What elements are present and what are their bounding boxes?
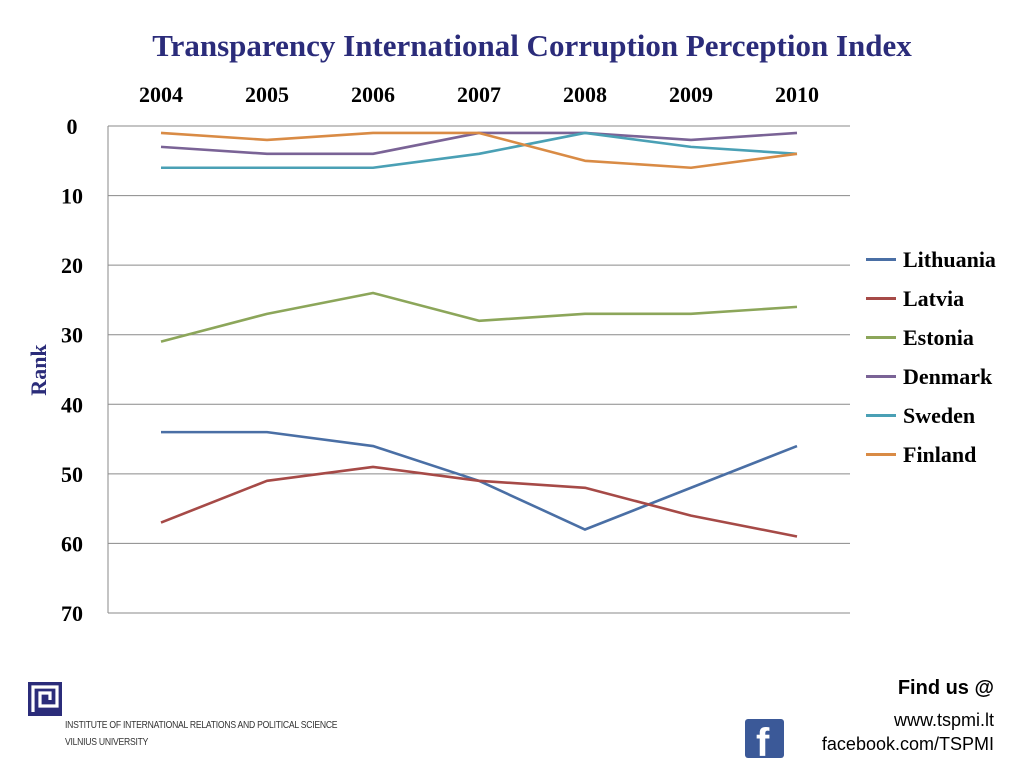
x-tick-label: 2006	[351, 82, 395, 107]
legend-item: Finland	[866, 435, 996, 474]
series-line-denmark	[160, 131, 798, 156]
series-lines	[160, 131, 798, 538]
legend-label: Sweden	[903, 402, 976, 428]
y-tick-label: 20	[61, 253, 83, 278]
legend-item: Lithuania	[866, 240, 996, 279]
tick-labels: 0 10 20 30 40 50 60 70 2004 2005 2006 2007 2008 2009 2…	[26, 82, 819, 626]
x-tick-label: 2010	[775, 82, 819, 107]
facebook-link[interactable]: facebook.com/TSPMI	[821, 734, 994, 754]
university-logo-icon	[28, 682, 62, 721]
legend-swatch	[866, 297, 896, 300]
legend-label: Lithuania	[903, 246, 996, 272]
y-tick-label: 0	[67, 114, 78, 139]
x-tick-label: 2004	[139, 82, 183, 107]
legend-swatch	[866, 336, 896, 339]
legend-swatch	[866, 258, 896, 261]
legend-item: Latvia	[866, 279, 996, 318]
institute-name: INSTITUTE OF INTERNATIONAL RELATIONS AND…	[65, 719, 338, 731]
legend-label: Finland	[903, 441, 977, 467]
legend-label: Estonia	[903, 324, 974, 350]
gridlines	[108, 195, 850, 614]
series-line-sweden	[161, 131, 798, 170]
x-tick-label: 2009	[669, 82, 713, 107]
y-tick-label: 60	[61, 531, 83, 556]
legend-label: Latvia	[903, 285, 965, 311]
legend-swatch	[866, 414, 896, 417]
legend-label: Denmark	[903, 363, 993, 389]
legend: Lithuania Latvia Estonia Denmark Sweden Finla…	[866, 240, 996, 474]
university-name: VILNIUS UNIVERSITY	[65, 736, 149, 748]
series-line-latvia	[160, 465, 798, 538]
y-tick-label: 40	[61, 392, 83, 417]
legend-swatch	[866, 453, 896, 456]
legend-item: Denmark	[866, 357, 996, 396]
y-tick-label: 70	[61, 601, 83, 626]
y-tick-label: 50	[61, 462, 83, 487]
axes	[107, 125, 850, 614]
series-line-finland	[160, 131, 798, 170]
x-tick-label: 2008	[563, 82, 607, 107]
x-tick-label: 2005	[245, 82, 289, 107]
facebook-icon[interactable]: f	[745, 719, 784, 765]
website-link[interactable]: www.tspmi.lt	[893, 710, 994, 730]
chart-title: Transparency International Corruption Pe…	[152, 28, 912, 63]
y-axis-label: Rank	[26, 344, 51, 396]
y-tick-label: 10	[61, 184, 83, 209]
y-tick-label: 30	[61, 323, 83, 348]
find-us-label: Find us @	[897, 677, 994, 699]
x-tick-label: 2007	[457, 82, 501, 107]
series-line-estonia	[160, 291, 798, 343]
legend-item: Sweden	[866, 396, 996, 435]
legend-item: Estonia	[866, 318, 996, 357]
legend-swatch	[866, 375, 896, 378]
